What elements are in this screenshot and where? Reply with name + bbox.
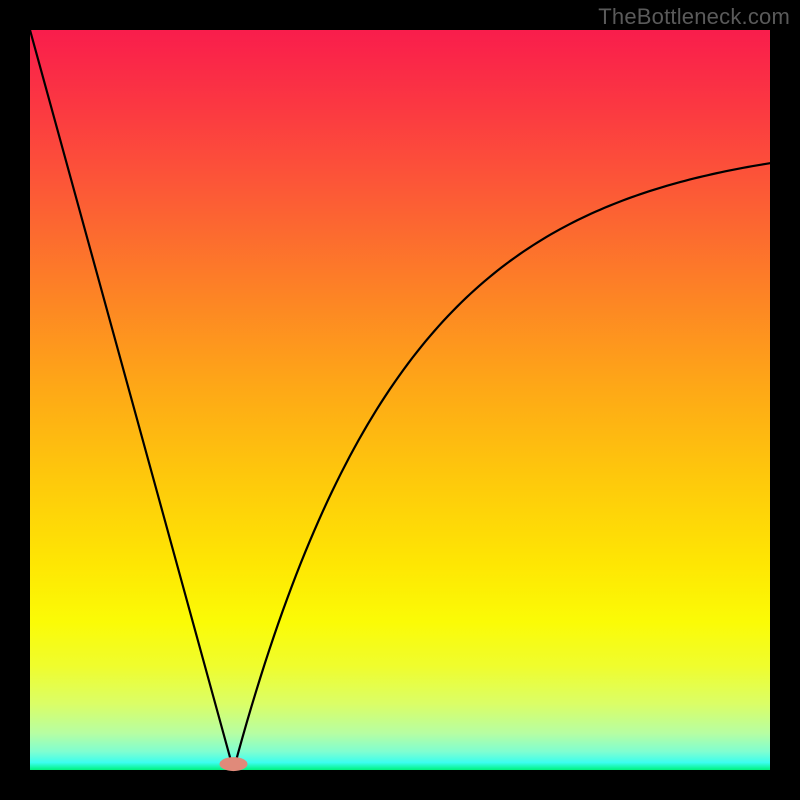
watermark-text: TheBottleneck.com xyxy=(598,4,790,30)
chart-container: TheBottleneck.com xyxy=(0,0,800,800)
chart-svg xyxy=(0,0,800,800)
plot-gradient-background xyxy=(30,30,770,770)
minimum-marker xyxy=(220,757,248,771)
